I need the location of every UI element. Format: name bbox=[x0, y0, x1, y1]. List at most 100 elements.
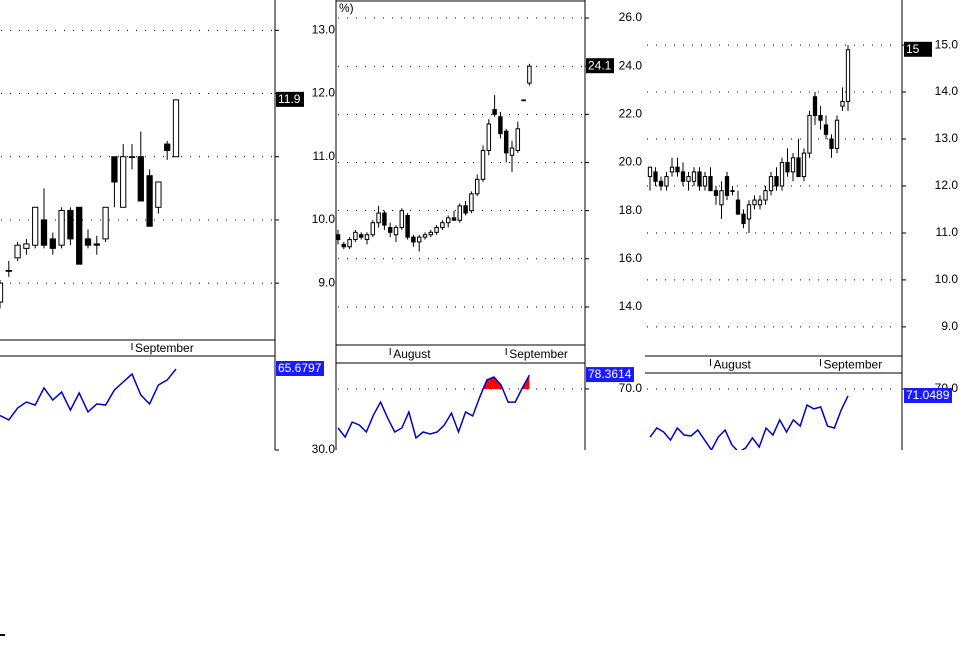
price-tag: 24.1 bbox=[588, 58, 612, 72]
candle-body bbox=[405, 214, 410, 238]
candle-body bbox=[785, 162, 790, 173]
candle-body bbox=[768, 176, 774, 192]
x-tick-label: September bbox=[135, 341, 194, 355]
candle-body bbox=[445, 217, 451, 224]
y-tick-label: 18.0 bbox=[619, 203, 643, 217]
candle-body bbox=[353, 231, 358, 241]
candle-body bbox=[823, 124, 829, 135]
candle-body bbox=[399, 210, 405, 229]
price-tag: 15 bbox=[906, 42, 920, 56]
x-tick-label: September bbox=[509, 347, 568, 361]
price-pane bbox=[0, 29, 272, 309]
candle-body bbox=[364, 234, 370, 241]
candle-body bbox=[763, 190, 768, 201]
x-tick-label: September bbox=[824, 358, 883, 372]
indicator-tag: 65.6797 bbox=[278, 361, 322, 375]
indicator-tag-bg bbox=[904, 387, 952, 403]
chart-title: %) bbox=[339, 1, 354, 15]
price-tag-bg bbox=[586, 58, 614, 74]
price-tag-bg bbox=[276, 91, 304, 107]
y-tick-label: 70.0 bbox=[619, 381, 643, 395]
candle-body bbox=[428, 231, 434, 236]
candle-body bbox=[93, 243, 100, 246]
candle-body bbox=[382, 212, 387, 226]
candle-body bbox=[818, 115, 823, 121]
indicator-pane bbox=[647, 388, 899, 450]
candle-body bbox=[686, 176, 691, 182]
x-tick-label: August bbox=[393, 347, 431, 361]
y-tick-label: 12.0 bbox=[312, 86, 336, 100]
price-tag-bg bbox=[904, 41, 932, 57]
candle-body bbox=[746, 204, 752, 220]
candle-body bbox=[796, 157, 801, 178]
candle-body bbox=[416, 236, 422, 243]
candle-body bbox=[691, 171, 697, 182]
candle-body bbox=[647, 166, 653, 178]
candle-body bbox=[774, 176, 779, 187]
y-tick-label: 22.0 bbox=[619, 107, 643, 121]
candle-body bbox=[111, 156, 118, 183]
candle-body bbox=[120, 156, 127, 208]
candle-body bbox=[128, 156, 136, 159]
candle-body bbox=[146, 175, 153, 227]
y-tick-label: 12.0 bbox=[935, 178, 959, 192]
candle-body bbox=[422, 234, 428, 238]
indicator-tag: 71.0489 bbox=[906, 388, 950, 402]
overbought-fill bbox=[338, 375, 530, 389]
candle-body bbox=[680, 171, 686, 182]
y-tick-label: 11.0 bbox=[936, 225, 959, 239]
candle-body bbox=[653, 171, 658, 182]
y-tick-label: 30.0 bbox=[312, 442, 336, 456]
candle-body bbox=[434, 227, 439, 233]
y-tick-label: 13.0 bbox=[312, 23, 336, 37]
price-pane bbox=[336, 17, 582, 308]
candle-body bbox=[387, 227, 393, 233]
indicator-tag-bg bbox=[276, 361, 324, 377]
candle-body bbox=[49, 238, 56, 249]
candle-body bbox=[341, 243, 347, 248]
candle-body bbox=[807, 115, 812, 154]
indicator-line bbox=[649, 395, 849, 450]
candle-body bbox=[757, 199, 763, 206]
candle-body bbox=[741, 213, 746, 225]
candle-body bbox=[67, 209, 74, 240]
y-tick-label: 14.0 bbox=[619, 299, 643, 313]
candle-body bbox=[515, 128, 521, 151]
candle-body bbox=[669, 166, 675, 173]
candle-body bbox=[829, 138, 834, 149]
candle-body bbox=[474, 178, 480, 195]
candle-body bbox=[14, 244, 21, 259]
y-tick-label: 20.0 bbox=[619, 155, 643, 169]
candle-body bbox=[724, 176, 730, 196]
candle-body bbox=[102, 206, 109, 240]
candle-body bbox=[393, 227, 399, 236]
candle-body bbox=[735, 199, 741, 215]
price-tag: 11.9 bbox=[278, 92, 301, 106]
candle-body bbox=[84, 238, 92, 246]
candle-body bbox=[840, 100, 845, 107]
candle-body bbox=[509, 147, 515, 156]
candle-body bbox=[779, 162, 785, 187]
candle-body bbox=[492, 109, 497, 115]
candle-body bbox=[708, 176, 713, 192]
candle-body bbox=[713, 190, 719, 196]
candle-body bbox=[719, 190, 724, 206]
candle-body bbox=[503, 130, 509, 154]
candle-body bbox=[58, 209, 65, 246]
x-tick-label: August bbox=[714, 358, 752, 372]
candle-body bbox=[834, 119, 840, 149]
indicator-pane bbox=[0, 368, 177, 421]
candle-body bbox=[5, 269, 12, 272]
candle-body bbox=[40, 219, 48, 246]
candle-body bbox=[358, 234, 364, 238]
candle-body bbox=[702, 176, 708, 187]
candle-body bbox=[376, 212, 381, 224]
y-tick-label: 16.0 bbox=[619, 251, 643, 265]
indicator-pane bbox=[337, 374, 582, 440]
indicator-tag: 78.3614 bbox=[588, 367, 632, 381]
candle-body bbox=[730, 190, 735, 192]
candle-body bbox=[164, 143, 171, 151]
candle-body bbox=[697, 171, 702, 187]
candle-body bbox=[451, 217, 457, 221]
y-tick-label: 10.0 bbox=[935, 272, 959, 286]
